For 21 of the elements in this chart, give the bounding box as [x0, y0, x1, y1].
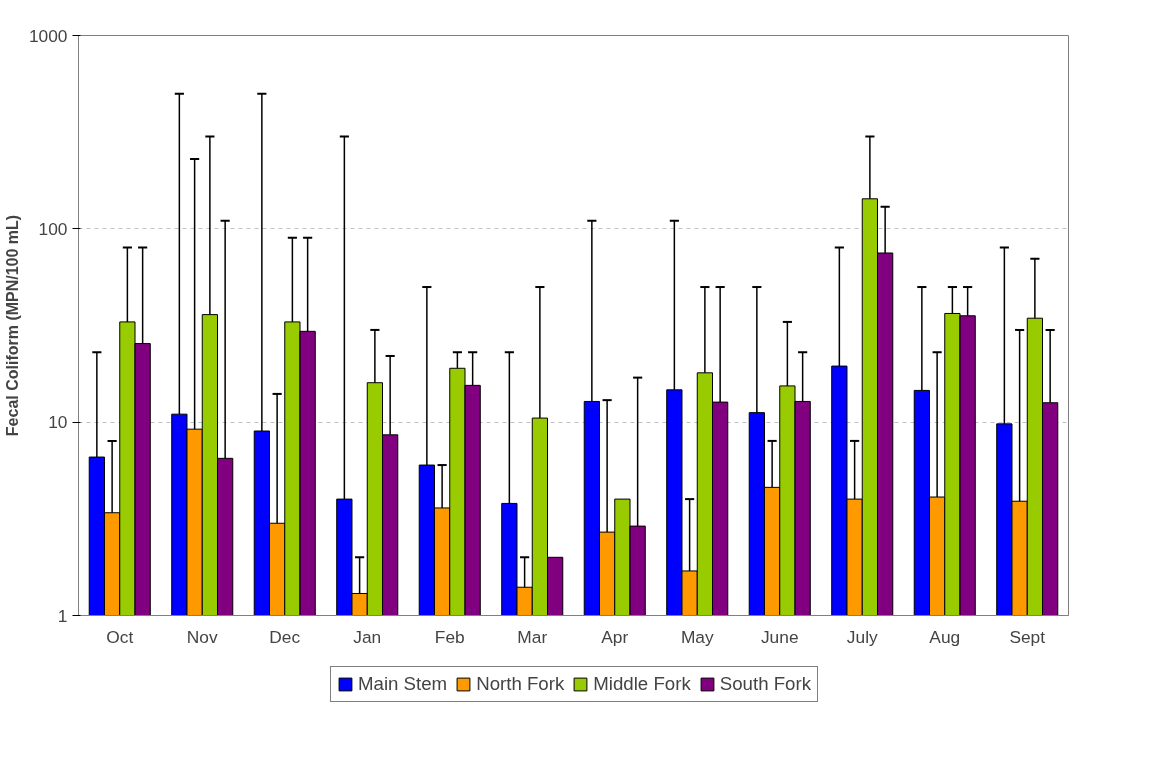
x-tick-label: June: [760, 626, 799, 647]
x-tick-label: Sept: [1009, 626, 1046, 647]
y-tick-label: 1: [57, 605, 68, 626]
x-tick-label: May: [680, 626, 714, 647]
legend-label: Middle Fork: [593, 673, 691, 695]
x-tick-label: Jan: [353, 626, 382, 647]
x-tick-label: Mar: [517, 626, 548, 647]
legend-label: North Fork: [476, 673, 565, 695]
y-tick-label: 100: [38, 218, 68, 239]
y-tick-label: 1000: [28, 25, 68, 46]
legend-label: Main Stem: [357, 673, 448, 695]
x-tick-label: July: [846, 626, 878, 647]
x-tick-label: Oct: [106, 626, 134, 647]
x-tick-label: Apr: [601, 626, 629, 647]
y-axis-title: Fecal Coliform (MPN/100 mL): [3, 214, 21, 437]
x-tick-label: Dec: [269, 626, 301, 647]
y-tick-label: 10: [48, 412, 68, 433]
legend-label: South Fork: [719, 673, 812, 695]
x-tick-label: Aug: [929, 626, 961, 647]
x-tick-label: Feb: [434, 626, 465, 647]
x-tick-label: Nov: [186, 626, 218, 647]
